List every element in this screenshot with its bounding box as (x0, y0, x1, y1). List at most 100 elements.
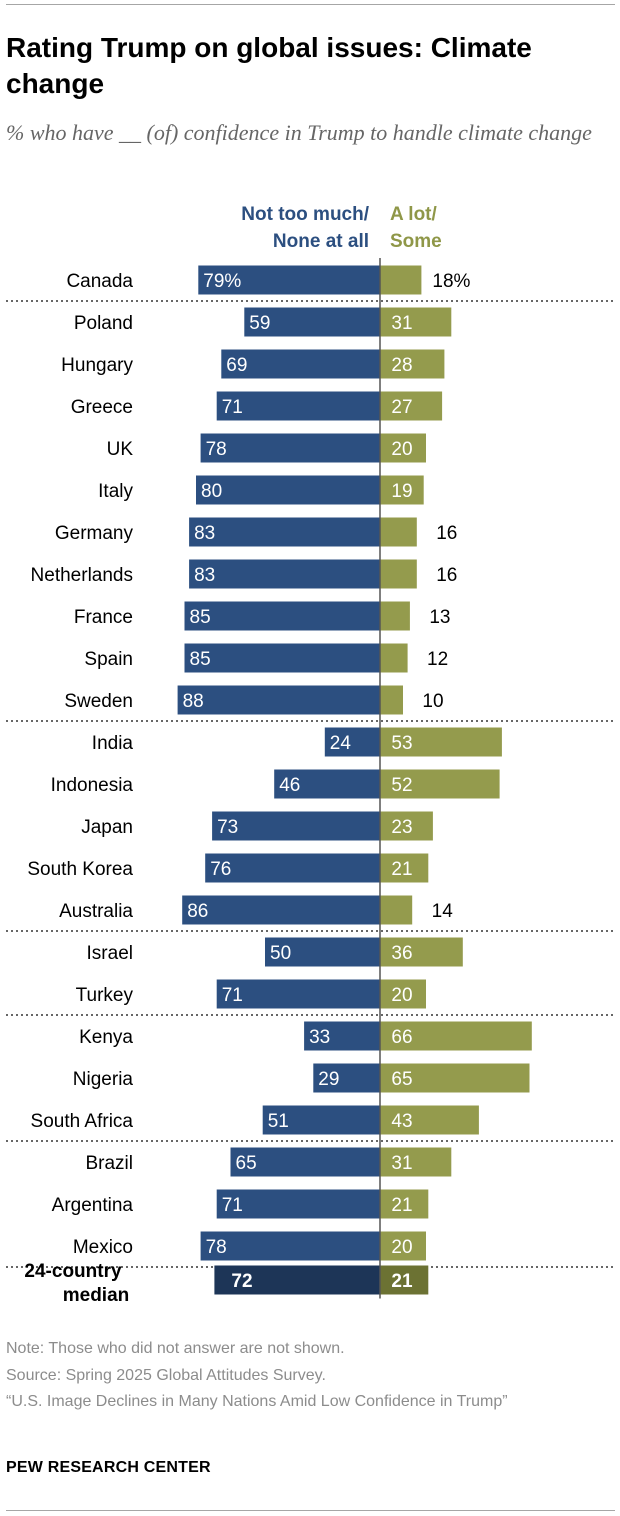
bar-negative-turkey (216, 979, 380, 1009)
bar-positive-argentina (380, 1189, 429, 1219)
bar-negative-uk (200, 433, 380, 463)
bar-negative-brazil (230, 1147, 380, 1177)
value-positive-south-africa: 43 (391, 1111, 412, 1132)
median-label-line-1: 24-country (24, 1261, 122, 1282)
value-positive-netherlands: 16 (436, 565, 457, 586)
bar-positive-poland (380, 307, 452, 337)
country-label-indonesia: Indonesia (51, 775, 134, 796)
value-negative-italy: 80 (201, 481, 222, 502)
bar-negative-canada (198, 265, 380, 295)
bar-negative-india (324, 727, 380, 757)
value-negative-indonesia: 46 (279, 775, 300, 796)
value-negative-australia: 86 (187, 901, 208, 922)
bar-negative-argentina (216, 1189, 380, 1219)
bar-positive-australia (380, 895, 413, 925)
value-negative-israel: 50 (270, 943, 291, 964)
legend-positive: A lot/ Some (390, 201, 442, 255)
bar-positive-uk (380, 433, 426, 463)
value-positive-greece: 27 (391, 397, 412, 418)
value-negative-germany: 83 (194, 523, 215, 544)
value-negative-turkey: 71 (222, 985, 243, 1006)
value-positive-south-korea: 21 (391, 859, 412, 880)
value-positive-brazil: 31 (391, 1153, 412, 1174)
value-negative-south-korea: 76 (210, 859, 231, 880)
country-label-uk: UK (107, 439, 134, 460)
bar-positive-india (380, 727, 502, 757)
bar-positive-nigeria (380, 1063, 530, 1093)
bar-negative-median (214, 1265, 380, 1295)
country-label-nigeria: Nigeria (73, 1069, 134, 1090)
legend-negative: Not too much/ None at all (241, 201, 369, 255)
chart-title: Rating Trump on global issues: Climate c… (6, 32, 532, 99)
bar-positive-turkey (380, 979, 426, 1009)
bar-positive-mexico (380, 1231, 426, 1261)
value-negative-hungary: 69 (226, 355, 247, 376)
bar-positive-south-africa (380, 1105, 479, 1135)
value-positive-germany: 16 (436, 523, 457, 544)
bar-positive-indonesia (380, 769, 500, 799)
value-negative-spain: 85 (190, 649, 211, 670)
legend-positive-line-1: A lot/ (390, 204, 437, 225)
value-positive-turkey: 20 (391, 985, 412, 1006)
bar-positive-italy (380, 475, 424, 505)
country-label-germany: Germany (55, 523, 134, 544)
country-label-spain: Spain (84, 649, 133, 670)
country-label-turkey: Turkey (76, 985, 134, 1006)
value-positive-argentina: 21 (391, 1195, 412, 1216)
bar-negative-south-africa (262, 1105, 380, 1135)
bar-positive-netherlands (380, 559, 417, 589)
value-negative-brazil: 65 (236, 1153, 257, 1174)
legend-positive-line-2: Some (390, 231, 442, 252)
value-negative-sweden: 88 (183, 691, 204, 712)
bar-negative-japan (212, 811, 380, 841)
country-label-italy: Italy (98, 481, 133, 502)
bar-negative-france (184, 601, 380, 631)
value-positive-uk: 20 (391, 439, 412, 460)
value-negative-argentina: 71 (222, 1195, 243, 1216)
value-positive-japan: 23 (391, 817, 412, 838)
bar-positive-france (380, 601, 410, 631)
country-label-sweden: Sweden (64, 691, 133, 712)
bar-positive-kenya (380, 1021, 532, 1051)
country-label-south-africa: South Africa (31, 1111, 134, 1132)
bar-negative-italy (196, 475, 380, 505)
value-positive-israel: 36 (391, 943, 412, 964)
chart-subtitle: % who have __ (of) confidence in Trump t… (6, 120, 592, 145)
value-negative-netherlands: 83 (194, 565, 215, 586)
value-negative-mexico: 78 (206, 1237, 227, 1258)
bar-negative-israel (265, 937, 380, 967)
value-positive-australia: 14 (432, 901, 454, 922)
bottom-rule (6, 1510, 615, 1511)
bar-negative-nigeria (313, 1063, 380, 1093)
value-positive-canada: 18% (432, 271, 470, 292)
legend-negative-line-1: Not too much/ (241, 204, 369, 225)
value-positive-mexico: 20 (391, 1237, 412, 1258)
value-positive-france: 13 (429, 607, 450, 628)
value-negative-kenya: 33 (309, 1027, 330, 1048)
bar-negative-indonesia (274, 769, 380, 799)
value-negative-median: 72 (231, 1271, 252, 1292)
value-negative-poland: 59 (249, 313, 270, 334)
bar-positive-greece (380, 391, 443, 421)
country-label-greece: Greece (71, 397, 133, 418)
bar-negative-mexico (200, 1231, 380, 1261)
value-positive-kenya: 66 (391, 1027, 412, 1048)
value-positive-median: 21 (391, 1271, 413, 1292)
bar-positive-germany (380, 517, 417, 547)
bar-positive-japan (380, 811, 433, 841)
value-positive-spain: 12 (427, 649, 448, 670)
bar-negative-south-korea (205, 853, 380, 883)
country-label-mexico: Mexico (73, 1237, 133, 1258)
legend-negative-line-2: None at all (272, 231, 369, 252)
value-negative-nigeria: 29 (318, 1069, 339, 1090)
bar-positive-spain (380, 643, 408, 673)
bar-positive-israel (380, 937, 463, 967)
country-label-japan: Japan (81, 817, 133, 838)
bar-positive-canada (380, 265, 422, 295)
country-label-hungary: Hungary (61, 355, 133, 376)
value-negative-canada: 79% (203, 271, 241, 292)
top-rule (6, 4, 615, 5)
value-positive-indonesia: 52 (391, 775, 412, 796)
value-positive-sweden: 10 (422, 691, 443, 712)
bar-negative-poland (244, 307, 380, 337)
